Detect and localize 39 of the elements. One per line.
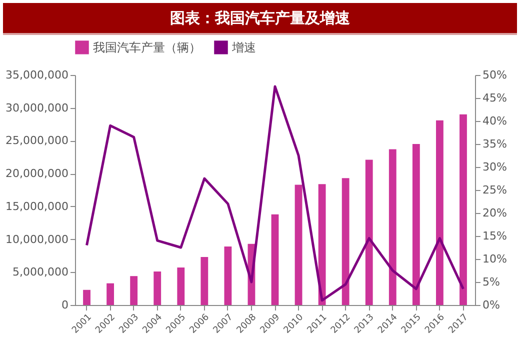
- y-tick-label: 30,000,000: [6, 101, 68, 114]
- y2-tick-label: 15%: [482, 230, 507, 242]
- bar: [388, 149, 396, 305]
- y-tick-label: 35,000,000: [6, 68, 68, 82]
- y2-tick-label: 25%: [482, 184, 507, 196]
- line-series: [86, 85, 464, 302]
- y-tick-label: 25,000,000: [6, 134, 68, 148]
- y2-tick-label: 0%: [482, 298, 500, 312]
- y2-tick-label: 10%: [482, 252, 507, 266]
- legend-label: 增速: [231, 40, 256, 54]
- y-tick-label: 0: [62, 298, 68, 312]
- bar: [154, 271, 162, 305]
- y2-tick-label: 35%: [482, 138, 507, 150]
- y2-tick-label: 50%: [482, 68, 507, 82]
- y2-tick-label: 20%: [482, 206, 507, 220]
- bar: [460, 114, 467, 305]
- chart-title: 图表：我国汽车产量及增速: [3, 3, 517, 35]
- y2-tick-label: 45%: [482, 92, 507, 104]
- bar: [294, 184, 302, 305]
- bar: [318, 184, 326, 305]
- bar: [271, 214, 279, 305]
- bar: [200, 257, 208, 305]
- y-tick-label: 20,000,000: [6, 167, 68, 180]
- bar: [365, 160, 373, 305]
- bar: [436, 120, 444, 305]
- bar: [412, 144, 420, 305]
- y-tick-label: 5,000,000: [12, 266, 68, 279]
- bar: [130, 276, 138, 305]
- bar: [177, 268, 185, 305]
- y-tick-label: 15,000,000: [6, 200, 68, 213]
- bar: [106, 283, 114, 305]
- legend-label: 我国汽车产量（辆）: [93, 40, 201, 54]
- bar: [342, 178, 350, 305]
- bar: [83, 290, 90, 305]
- bar: [224, 246, 232, 305]
- y-tick-label: 10,000,000: [6, 232, 68, 246]
- y2-tick-label: 5%: [482, 276, 500, 288]
- y2-tick-label: 30%: [482, 160, 507, 174]
- y2-tick-label: 40%: [482, 114, 507, 128]
